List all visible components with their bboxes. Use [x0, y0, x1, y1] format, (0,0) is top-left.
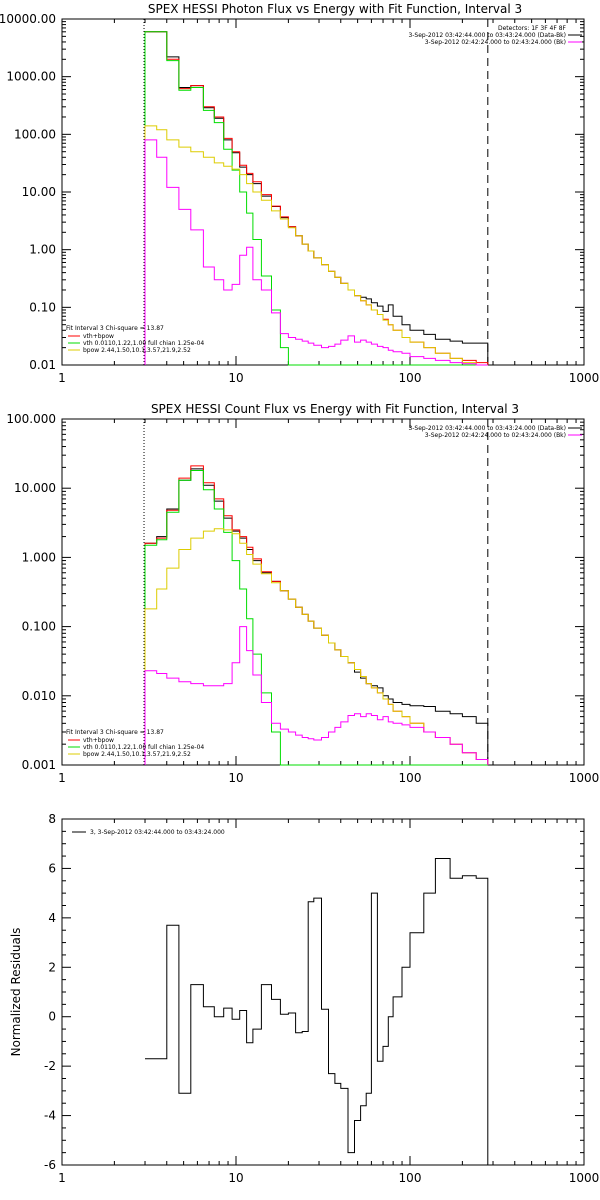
- x-tick-label: 1000: [569, 1171, 600, 1185]
- y-tick-label: -2: [44, 1059, 56, 1073]
- y-tick-label: 8: [48, 812, 56, 826]
- y-tick-label: 0.10: [29, 300, 56, 314]
- legend: 3, 3-Sep-2012 03:42:44.000 to 03:43:24.0…: [72, 829, 225, 836]
- legend-bkg-label: 3-Sep-2012 02:42:24.000 to 02:43:24.000 …: [425, 432, 566, 439]
- series-lines: [145, 858, 489, 1165]
- legend-vth-label: vth 0.0110,1.22,1.00 full chian 1.25e-04: [83, 744, 204, 751]
- y-tick-label: -4: [44, 1109, 56, 1123]
- y-axis-label: Normalized Residuals: [9, 928, 23, 1057]
- series-total: [144, 468, 489, 765]
- x-tick-label: 1: [58, 771, 66, 785]
- x-tick-label: 1: [58, 371, 66, 385]
- legend-bottom: Fit Interval 3 Chi-square = 13.87 vth+bp…: [66, 325, 204, 354]
- plot-frame: [61, 18, 585, 366]
- y-tick-label: 0.01: [29, 358, 56, 372]
- y-tick-label: 100.00: [14, 127, 56, 141]
- y-tick-label: 0.001: [22, 758, 56, 772]
- axis-ticks: 1 10 100 1000 -6 -4 -2 0 2 4 6 8: [44, 812, 599, 1185]
- y-tick-label: 10.000: [14, 481, 56, 495]
- legend-data-label: 3-Sep-2012 03:42:44.000 to 03:43:24.000 …: [408, 32, 566, 39]
- legend-fit-label: vth+bpow: [83, 737, 114, 744]
- x-tick-label: 100: [399, 371, 422, 385]
- x-tick-label: 10: [228, 771, 243, 785]
- series-total: [145, 858, 489, 1165]
- legend-top: 3-Sep-2012 03:42:44.000 to 03:43:24.000 …: [408, 425, 582, 439]
- y-tick-label: 0.010: [22, 689, 56, 703]
- x-tick-label: 100: [399, 771, 422, 785]
- series-bkg: [144, 626, 489, 765]
- series-bpow: [144, 528, 489, 765]
- legend-bottom: Fit Interval 3 Chi-square = 13.87 vth+bp…: [66, 729, 204, 758]
- legend-fit-label: vth+bpow: [83, 333, 114, 340]
- y-tick-label: 10000.00: [0, 12, 56, 26]
- series-fit: [144, 465, 489, 765]
- series-vth: [144, 470, 488, 766]
- series-vth: [144, 31, 488, 366]
- x-tick-label: 10: [228, 371, 243, 385]
- y-tick-label: 0: [48, 1010, 56, 1024]
- residuals-chart: 1 10 100 1000 -6 -4 -2 0 2 4 6 8 Normalized Residua…: [9, 812, 599, 1185]
- series-total: [144, 31, 489, 365]
- plot-frame: [61, 418, 585, 766]
- y-tick-label: 2: [48, 960, 56, 974]
- chart-title: SPEX HESSI Photon Flux vs Energy with Fi…: [148, 2, 522, 16]
- photon-flux-chart: SPEX HESSI Photon Flux vs Energy with Fi…: [0, 2, 599, 385]
- series-lines: [143, 19, 489, 366]
- y-tick-label: 0.100: [22, 620, 56, 634]
- legend-vth-label: vth 0.0110,1.22,1.00 full chian 1.25e-04: [83, 340, 204, 347]
- plot-frame: [61, 818, 585, 1166]
- legend-bpow-label: bpow 2.44,1.50,10.1,3.57,21.9,2.52: [83, 751, 191, 758]
- y-tick-label: -6: [44, 1158, 56, 1172]
- legend-label: 3, 3-Sep-2012 03:42:44.000 to 03:43:24.0…: [90, 829, 225, 836]
- y-tick-label: 1.00: [29, 243, 56, 257]
- x-tick-label: 1000: [569, 771, 600, 785]
- x-tick-label: 1000: [569, 371, 600, 385]
- x-tick-label: 10: [228, 1171, 243, 1185]
- axis-ticks: 1 10 100 1000 0.001 0.010 0.100 1.000 10.000 100.…: [6, 412, 599, 785]
- chart-title: SPEX HESSI Count Flux vs Energy with Fit…: [151, 402, 519, 416]
- y-tick-label: 4: [48, 911, 56, 925]
- series-bkg: [144, 139, 488, 366]
- legend-bpow-label: bpow 2.44,1.50,10.1,3.57,21.9,2.52: [83, 347, 191, 354]
- legend-detectors: Detectors: 1F 3F 4F 8F: [498, 25, 567, 32]
- y-tick-label: 1.000: [22, 550, 56, 564]
- legend-top: Detectors: 1F 3F 4F 8F 3-Sep-2012 03:42:…: [408, 25, 582, 46]
- series-bpow: [144, 125, 488, 366]
- y-tick-label: 6: [48, 861, 56, 875]
- series-lines: [143, 419, 489, 766]
- legend-fit-interval: Fit Interval 3 Chi-square = 13.87: [66, 729, 164, 736]
- legend-fit-interval: Fit Interval 3 Chi-square = 13.87: [66, 325, 164, 332]
- y-tick-label: 1000.00: [6, 70, 56, 84]
- y-tick-label: 100.000: [6, 412, 56, 426]
- axis-ticks: 1 10 100 1000 0.01 0.10 1.00 10.00 100.00 1000.00…: [0, 12, 599, 385]
- y-tick-label: 10.00: [22, 185, 56, 199]
- legend-data-label: 3-Sep-2012 03:42:44.000 to 03:43:24.000 …: [408, 425, 566, 432]
- series-fit: [144, 31, 489, 365]
- legend-bkg-label: 3-Sep-2012 02:42:24.000 to 02:43:24.000 …: [425, 39, 566, 46]
- x-tick-label: 1: [58, 1171, 66, 1185]
- x-tick-label: 100: [399, 1171, 422, 1185]
- count-flux-chart: SPEX HESSI Count Flux vs Energy with Fit…: [6, 402, 599, 785]
